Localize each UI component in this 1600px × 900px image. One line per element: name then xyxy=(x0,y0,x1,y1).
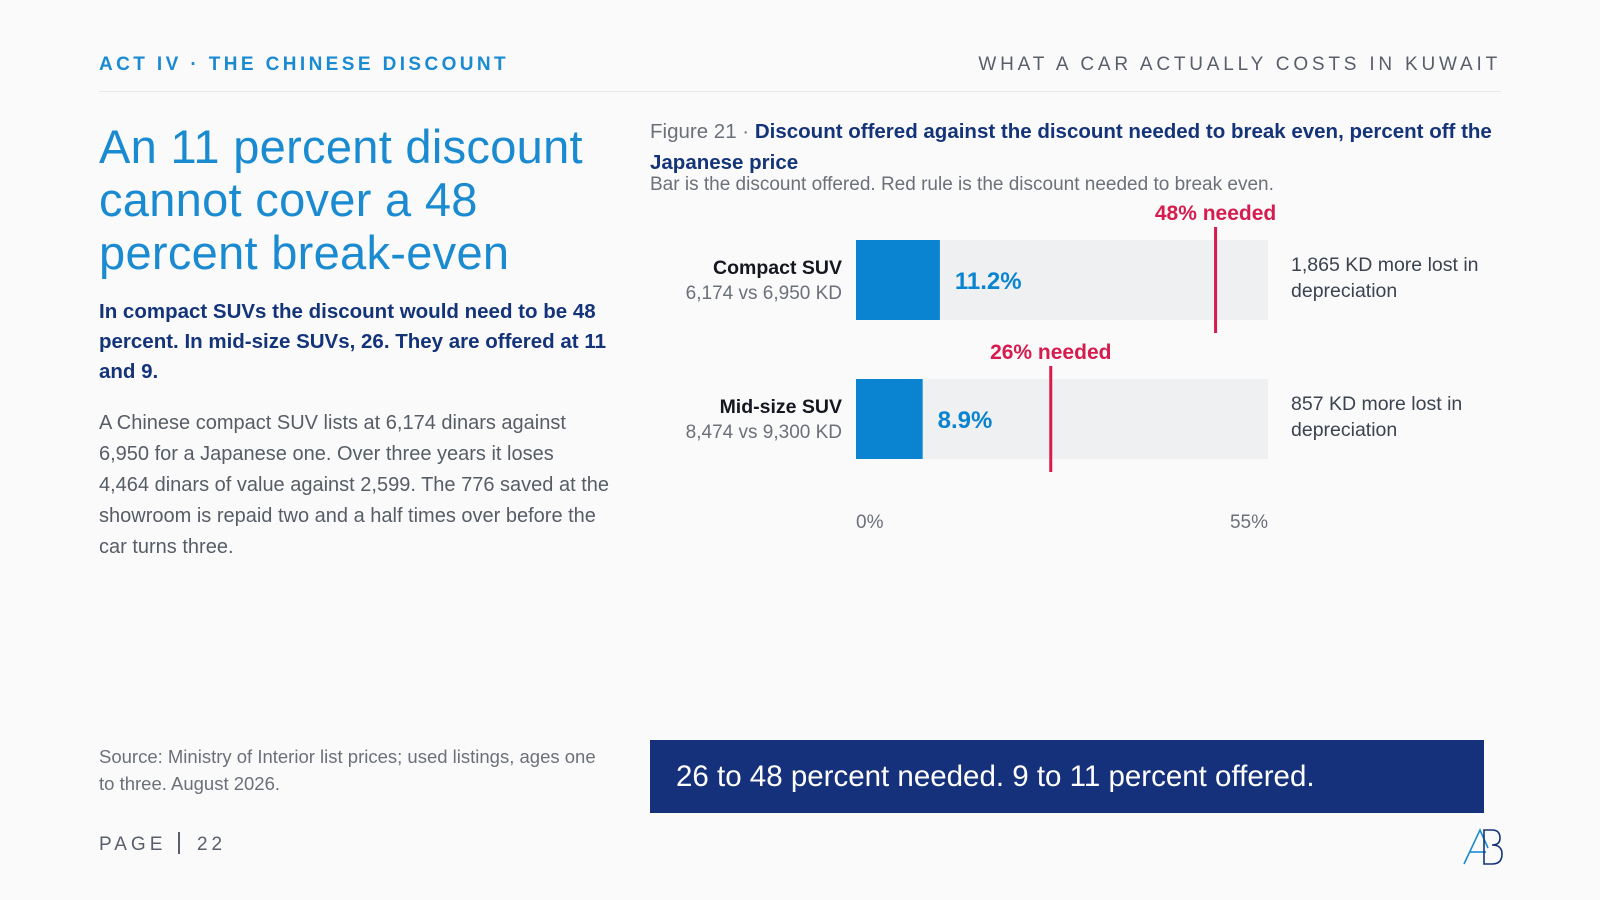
callout-banner: 26 to 48 percent needed. 9 to 11 percent… xyxy=(650,740,1484,813)
offered-bar xyxy=(856,379,923,459)
body-text: A Chinese compact SUV lists at 6,174 din… xyxy=(99,412,609,558)
offered-value-label: 11.2% xyxy=(955,268,1022,295)
figure-number: Figure 21 · xyxy=(650,120,750,143)
figure-title-text: Discount offered against the discount ne… xyxy=(650,120,1492,174)
depreciation-note: depreciation xyxy=(1291,419,1397,441)
bar-track xyxy=(856,379,1268,459)
source-note: Source: Ministry of Interior list prices… xyxy=(99,746,596,794)
page-value: 22 xyxy=(196,834,227,855)
offered-value-label: 8.9% xyxy=(938,407,993,434)
discount-chart: 11.2% 48% needed Compact SUV 6,174 vs 6,950… xyxy=(686,202,1479,533)
x-tick-label: 55% xyxy=(1230,512,1268,533)
headline: An 11 percent discount cannot cover a 48… xyxy=(99,120,583,279)
category-detail: 8,474 vs 9,300 KD xyxy=(686,422,842,443)
deck: In compact SUVs the discount would need … xyxy=(99,300,606,383)
depreciation-note: 1,865 KD more lost in xyxy=(1291,254,1479,276)
page-divider xyxy=(177,832,180,854)
category-detail: 6,174 vs 6,950 KD xyxy=(686,283,842,304)
callout-text: 26 to 48 percent needed. 9 to 11 percent… xyxy=(676,759,1315,793)
brand-logo xyxy=(1463,828,1503,865)
page-number: PAGE 22 xyxy=(99,832,226,856)
category-label: Mid-size SUV xyxy=(720,396,842,418)
offered-bar xyxy=(856,240,940,320)
category-label: Compact SUV xyxy=(713,257,842,279)
figure-title: Figure 21 · Discount offered against the… xyxy=(650,116,1500,178)
needed-label: 26% needed xyxy=(990,341,1111,364)
page-label: PAGE xyxy=(99,834,167,855)
x-tick-label: 0% xyxy=(856,512,884,533)
depreciation-note: 857 KD more lost in xyxy=(1291,393,1462,415)
depreciation-note: depreciation xyxy=(1291,280,1397,302)
page-header: ACT IV · THE CHINESE DISCOUNT WHAT A CAR… xyxy=(99,54,1501,92)
document-title: WHAT A CAR ACTUALLY COSTS IN KUWAIT xyxy=(978,54,1501,75)
figure-subtitle: Bar is the discount offered. Red rule is… xyxy=(650,174,1274,195)
left-column: An 11 percent discount cannot cover a 48… xyxy=(99,120,609,563)
needed-label: 48% needed xyxy=(1155,202,1276,225)
section-label: ACT IV · THE CHINESE DISCOUNT xyxy=(99,54,510,75)
